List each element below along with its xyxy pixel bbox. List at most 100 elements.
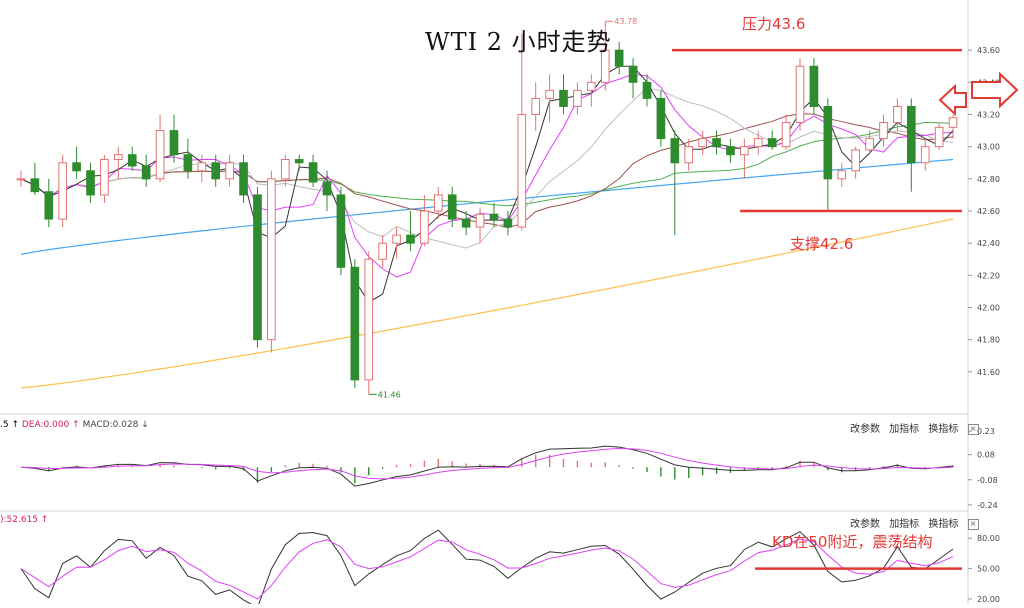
candle-down (308, 162, 318, 183)
candle-up (865, 138, 874, 151)
kd-d-line (20, 538, 954, 600)
ma-orange-line (20, 218, 954, 389)
candle-up (433, 194, 443, 212)
candle-up (573, 89, 582, 107)
kd-tick-label: 80.00 (977, 534, 1000, 543)
candle-up (475, 213, 485, 228)
macd-lead: .5 ↑ (0, 420, 19, 430)
price-tick-label: 42.20 (977, 271, 1000, 280)
candle-down (169, 130, 179, 156)
kd-close-icon[interactable]: × (967, 518, 979, 530)
candle-down (72, 162, 81, 172)
candle-down (656, 97, 666, 140)
candle-down (183, 154, 193, 172)
candle-down (406, 234, 415, 244)
candle-down (141, 165, 151, 180)
macd-dif-line (20, 445, 954, 487)
candle-down (239, 162, 248, 196)
price-tick-label: 42.60 (977, 207, 1000, 216)
candle-up (364, 258, 374, 381)
candle-down (322, 181, 332, 196)
candle-down (211, 162, 221, 180)
kd-k-line (20, 529, 954, 608)
macd-value: MACD:0.028 ↓ (82, 420, 149, 430)
candle-up (16, 178, 26, 181)
candle-up (684, 146, 694, 164)
candle-down (712, 138, 721, 148)
candle-up (531, 97, 541, 115)
macd-param-bar: .5 ↑ DEA:0.000 ↑ MACD:0.028 ↓ (0, 419, 149, 431)
candle-up (879, 122, 888, 140)
candle-up (934, 126, 944, 148)
macd-tick-label: 0.23 (977, 427, 995, 436)
candle-up (948, 117, 958, 128)
candle-up (781, 122, 791, 148)
candle-up (420, 210, 429, 244)
macd-tick-label: -0.24 (977, 501, 998, 510)
candle-up (587, 81, 596, 91)
kd-param-bar: ):52.615 ↑ (0, 514, 48, 526)
candle-down (461, 218, 471, 228)
support-label: 支撑42.6 (790, 235, 854, 253)
candle-up (378, 242, 387, 260)
macd-dea-line (20, 447, 954, 480)
candle-down (127, 154, 137, 167)
macd-params-button[interactable]: 改参数 (850, 424, 880, 435)
arrow-up-right-icon (938, 83, 967, 117)
candle-up (740, 146, 749, 156)
price-tick-label: 43.00 (977, 143, 1000, 152)
macd-controls: 改参数 加指标 换指标 × (850, 420, 985, 435)
ma-pink-line (20, 73, 954, 278)
candle-up (851, 149, 860, 172)
candle-up (225, 162, 234, 180)
candle-up (837, 170, 847, 180)
candle-down (559, 89, 568, 107)
candle-up (114, 154, 123, 161)
candle-down (503, 218, 513, 228)
chart-title: WTI 2 小时走势 (425, 28, 612, 56)
macd-add-button[interactable]: 加指标 (889, 424, 920, 435)
ma-blue-line (20, 158, 954, 255)
candle-up (920, 146, 930, 164)
macd-tick-label: -0.08 (977, 476, 998, 485)
price-tick-label: 42.00 (977, 304, 1000, 313)
macd-dea: DEA:0.000 ↑ (21, 420, 80, 430)
candle-up (197, 162, 207, 172)
candle-up (58, 162, 68, 220)
candle-down (447, 194, 457, 220)
candle-up (893, 105, 902, 124)
candle-down (294, 159, 304, 164)
candle-up (280, 159, 290, 180)
candle-up (392, 234, 401, 244)
macd-close-icon[interactable]: × (967, 423, 979, 435)
candle-down (336, 194, 346, 268)
candle-down (670, 138, 680, 164)
price-tick-label: 43.60 (977, 46, 1000, 55)
kd-add-button[interactable]: 加指标 (889, 519, 920, 530)
kd-note-label: KD在50附近，震荡结构 (772, 533, 933, 551)
candle-down (642, 81, 652, 99)
candle-up (517, 114, 527, 228)
candle-down (86, 170, 95, 196)
kd-controls: 改参数 加指标 换指标 × (850, 515, 985, 530)
ma-gray-line (20, 87, 954, 249)
kd-lead: ):52.615 ↑ (0, 515, 49, 525)
candle-up (545, 89, 554, 99)
candle-down (489, 213, 499, 220)
price-tick-label: 43.20 (977, 111, 1000, 120)
price-tick-label: 41.60 (977, 368, 1000, 377)
macd-swap-button[interactable]: 换指标 (928, 424, 959, 435)
kd-swap-button[interactable]: 换指标 (928, 519, 959, 530)
candle-up (795, 65, 805, 124)
candle-up (267, 178, 276, 341)
high-value-label: 43.78 (614, 17, 637, 26)
kd-tick-label: 20.00 (977, 595, 1000, 604)
candle-up (698, 138, 707, 148)
price-tick-label: 42.40 (977, 239, 1000, 248)
candle-down (906, 105, 916, 164)
candle-down (809, 65, 819, 107)
macd-tick-label: 0.08 (977, 451, 995, 460)
candle-up (753, 138, 763, 148)
kd-params-button[interactable]: 改参数 (850, 519, 880, 530)
